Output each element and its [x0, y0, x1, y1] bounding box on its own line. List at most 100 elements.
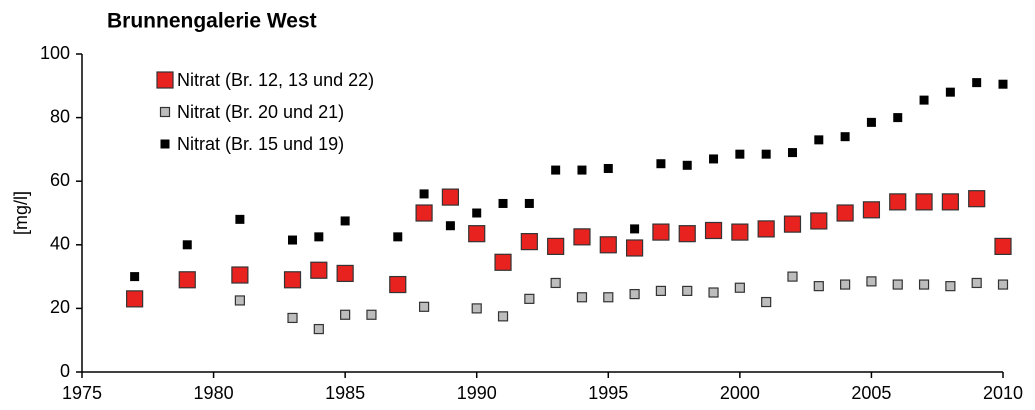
- point: [182, 240, 192, 250]
- point: [840, 279, 851, 290]
- point: [783, 215, 802, 233]
- y-tick-label: 0: [60, 361, 70, 381]
- point: [418, 301, 430, 312]
- x-tick-label: 1975: [62, 383, 102, 403]
- point: [288, 235, 298, 245]
- point: [678, 225, 696, 243]
- point: [998, 79, 1008, 89]
- point: [472, 208, 482, 218]
- x-tick-label: 1985: [325, 383, 365, 403]
- point: [573, 228, 591, 246]
- y-tick-label: 100: [40, 43, 70, 63]
- point: [840, 132, 850, 142]
- x-tick-label: 1980: [194, 383, 234, 403]
- point: [524, 293, 535, 304]
- point: [704, 221, 723, 240]
- point: [235, 214, 245, 224]
- y-tick-label: 20: [50, 297, 70, 317]
- point: [866, 276, 877, 287]
- legend-label: Nitrat (Br. 12, 13 und 22): [177, 70, 374, 90]
- point: [708, 287, 719, 298]
- point: [629, 288, 640, 300]
- point: [547, 237, 565, 255]
- point: [389, 275, 407, 294]
- x-tick-label: 2010: [983, 383, 1023, 403]
- point: [757, 220, 775, 238]
- point: [945, 281, 956, 292]
- point: [630, 224, 640, 234]
- y-tick-label: 40: [50, 234, 70, 254]
- x-tick-label: 1990: [457, 383, 497, 403]
- chart-title: Brunnengalerie West: [107, 10, 317, 33]
- legend-marker: [159, 106, 171, 118]
- point: [366, 309, 377, 320]
- point: [889, 193, 907, 211]
- point: [336, 264, 354, 283]
- point: [709, 154, 719, 164]
- point: [734, 282, 745, 293]
- x-tick-label: 2000: [720, 383, 760, 403]
- point: [892, 279, 903, 290]
- point: [625, 239, 644, 257]
- point: [866, 117, 876, 127]
- x-tick-label: 1995: [588, 383, 628, 403]
- point: [310, 261, 328, 279]
- point: [283, 271, 302, 289]
- point: [178, 271, 196, 289]
- point: [231, 266, 249, 284]
- point: [971, 277, 982, 289]
- point: [656, 159, 666, 169]
- point: [415, 204, 433, 222]
- point: [787, 271, 798, 282]
- point: [603, 163, 613, 173]
- point: [893, 113, 903, 123]
- point: [599, 236, 617, 254]
- point: [445, 221, 455, 231]
- point: [945, 87, 955, 97]
- point: [313, 323, 324, 335]
- point: [468, 225, 486, 243]
- point: [393, 232, 403, 242]
- point: [603, 292, 614, 303]
- point: [340, 216, 350, 226]
- legend-marker: [156, 71, 174, 89]
- point: [498, 198, 508, 208]
- point: [652, 223, 670, 241]
- point: [862, 201, 881, 219]
- point: [761, 296, 772, 308]
- point: [494, 253, 512, 271]
- legend-label: Nitrat (Br. 15 und 19): [177, 134, 344, 154]
- point: [918, 279, 930, 290]
- point: [314, 232, 324, 242]
- point: [520, 233, 538, 251]
- point: [524, 198, 534, 208]
- point: [761, 149, 771, 159]
- y-tick-label: 60: [50, 170, 70, 190]
- point: [787, 148, 797, 158]
- point: [814, 135, 824, 145]
- point: [234, 295, 245, 306]
- y-axis-label: [mg/l]: [11, 191, 31, 235]
- point: [576, 292, 588, 303]
- point: [968, 190, 986, 208]
- point: [997, 279, 1009, 290]
- point: [471, 303, 482, 314]
- point: [550, 277, 561, 289]
- point: [836, 204, 854, 222]
- legend-marker: [160, 139, 170, 149]
- point: [577, 165, 587, 175]
- point: [126, 290, 144, 308]
- point: [915, 193, 933, 211]
- point: [735, 149, 745, 159]
- point: [130, 272, 140, 282]
- point: [287, 312, 298, 324]
- point: [813, 281, 824, 292]
- point: [655, 285, 667, 297]
- point: [810, 212, 828, 230]
- point: [731, 223, 749, 241]
- legend-label: Nitrat (Br. 20 und 21): [177, 102, 344, 122]
- point: [340, 309, 351, 320]
- point: [919, 95, 929, 105]
- point: [419, 189, 429, 199]
